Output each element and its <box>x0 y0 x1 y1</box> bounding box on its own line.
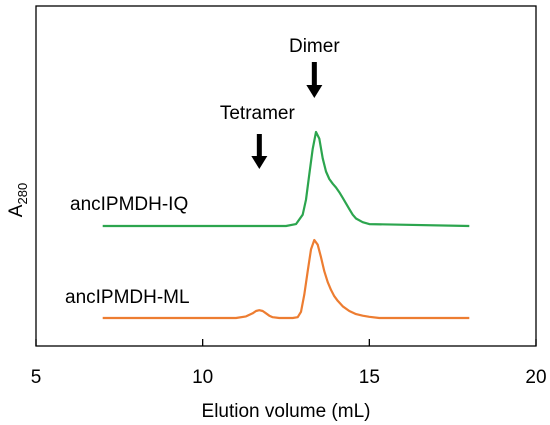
y-axis-label-subscript: 280 <box>15 183 30 205</box>
series-labels: ancIPMDH-IQ ancIPMDH-ML <box>65 194 190 308</box>
series-line-ancipmdh-ml <box>102 238 470 320</box>
x-tick-label: 15 <box>359 367 380 388</box>
annotation-tetramer: Tetramer <box>220 103 296 124</box>
series-label-ancipmdh-ml: ancIPMDH-ML <box>65 287 190 308</box>
x-axis-ticks: 5 10 15 20 <box>31 339 547 388</box>
down-arrow-icon <box>256 134 262 157</box>
plot-frame <box>35 5 537 347</box>
annotations: Dimer Tetramer <box>220 36 340 169</box>
series-line-ancipmdh-iq <box>102 130 470 228</box>
down-arrow-icon <box>311 62 317 86</box>
x-tick-label: 5 <box>31 367 42 388</box>
series-label-ancipmdh-iq: ancIPMDH-IQ <box>70 194 188 215</box>
annotation-dimer: Dimer <box>289 36 340 57</box>
down-arrow-head-icon <box>251 156 268 169</box>
y-axis-label: A280 <box>6 183 30 217</box>
y-axis-label-main: A <box>6 204 27 217</box>
series-lines <box>102 130 470 320</box>
down-arrow-head-icon <box>306 85 323 98</box>
x-tick-label: 20 <box>525 367 546 388</box>
x-axis-label: Elution volume (mL) <box>202 401 371 422</box>
x-tick-label: 10 <box>192 367 213 388</box>
